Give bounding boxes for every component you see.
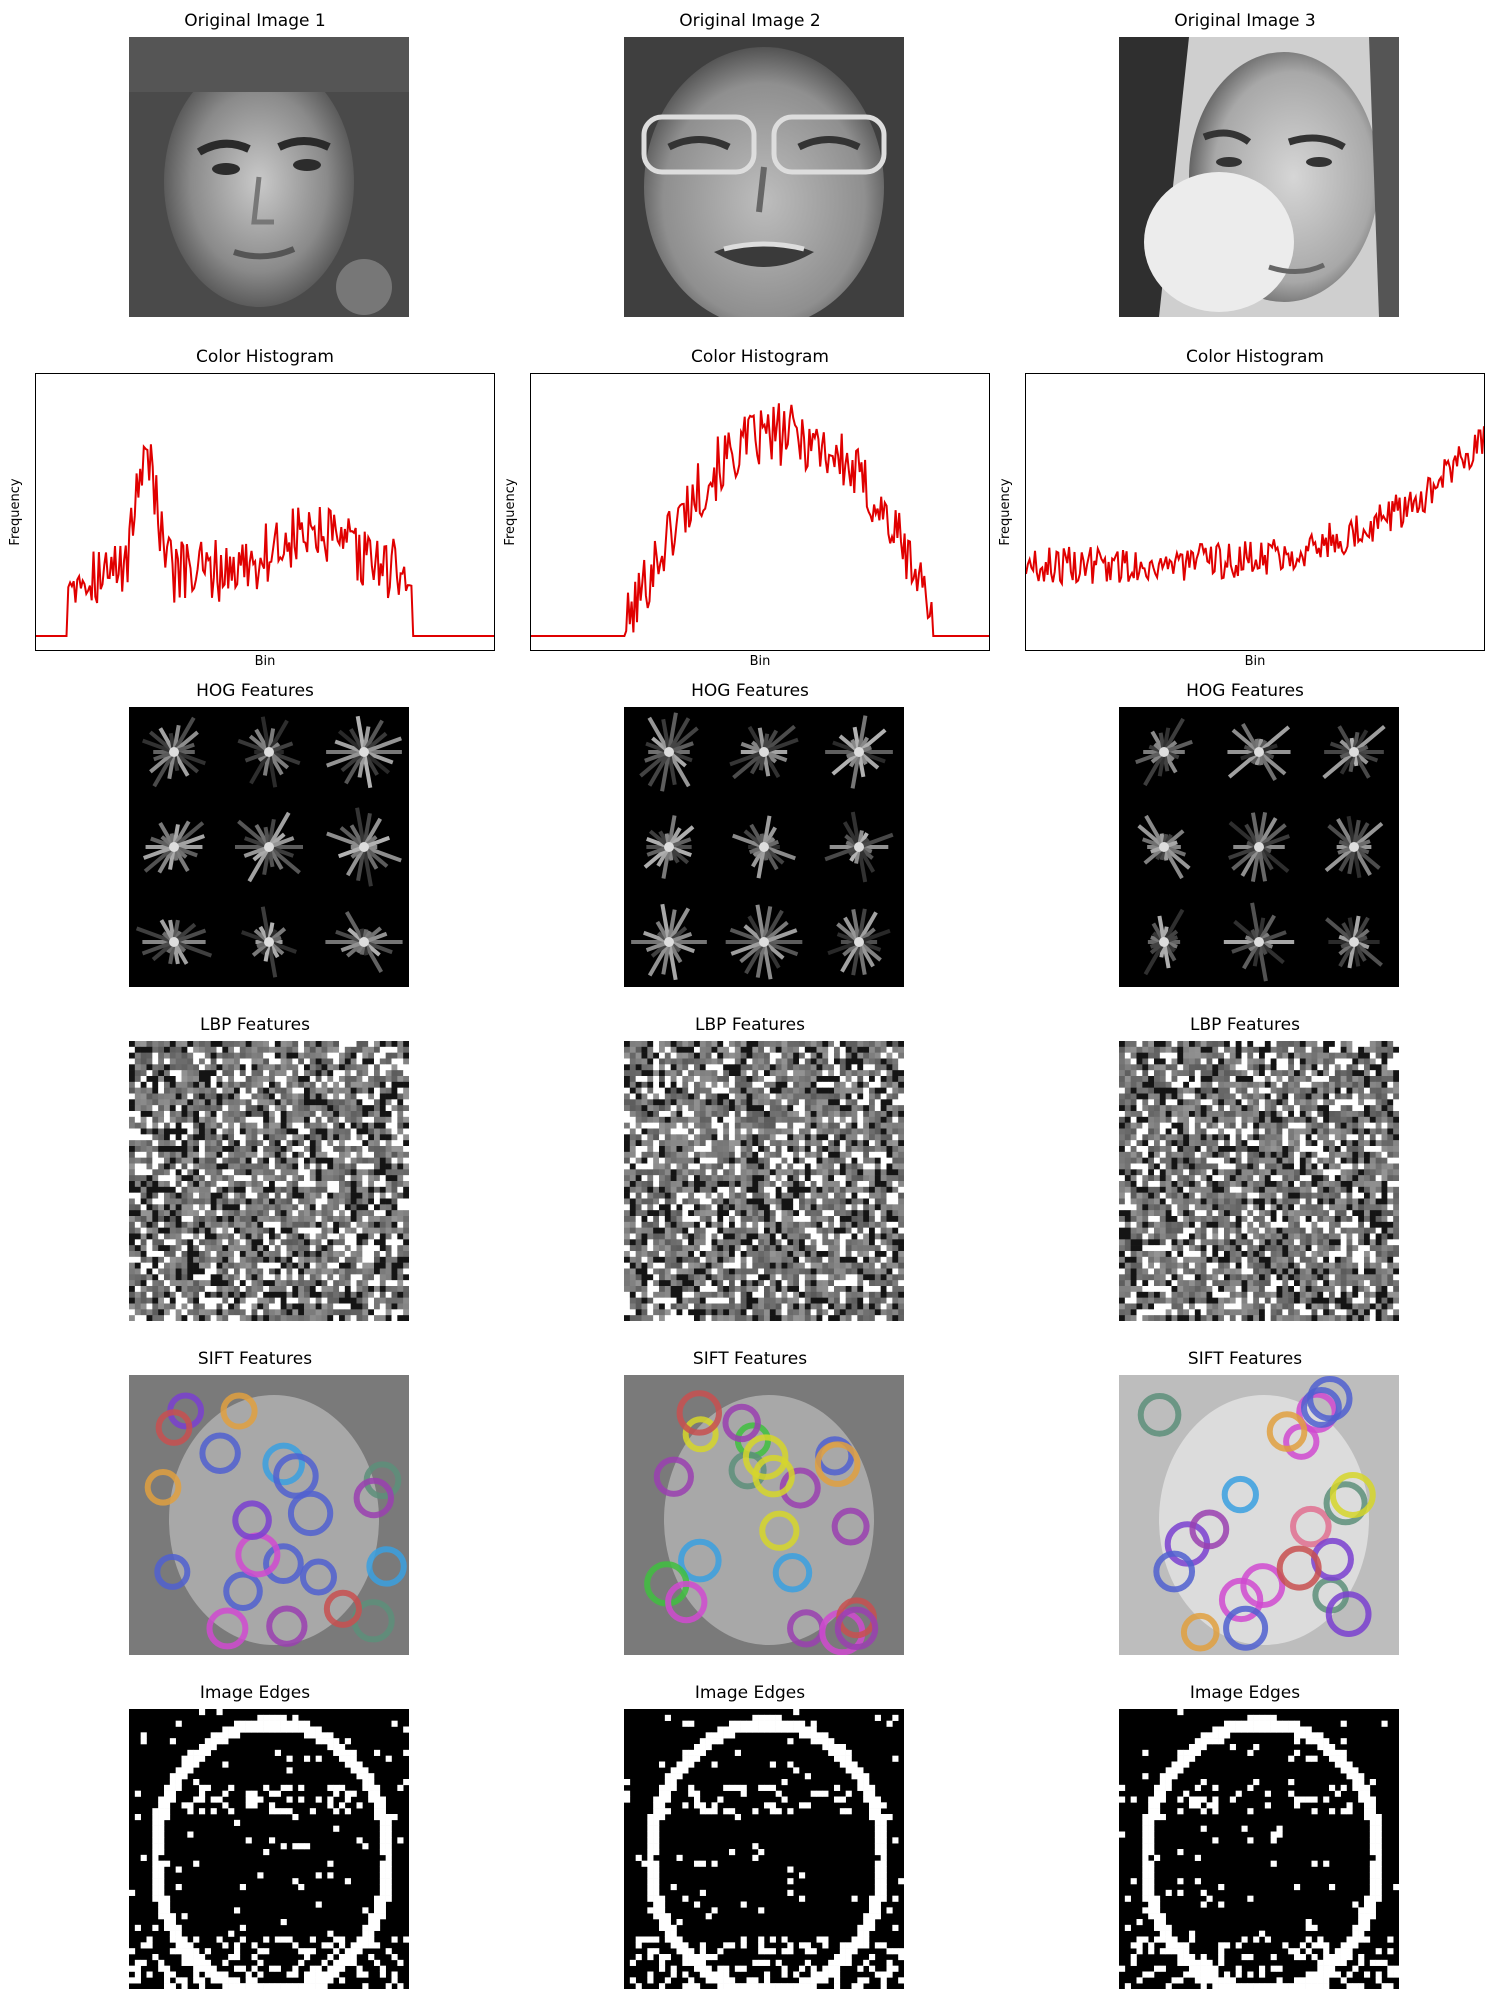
panel-title: LBP Features [500,1014,1000,1036]
panel-title: HOG Features [5,680,505,702]
panel-edges-2: Image Edges [500,1672,1000,2006]
row-lbp-features: LBP Features LBP Features LBP Features [0,1004,1500,1338]
panel-title: Original Image 1 [5,10,505,32]
histogram-plot [530,373,990,651]
sift-feature-image [129,1375,409,1655]
panel-lbp-1: LBP Features [5,1004,505,1338]
original-face-image [1119,37,1399,317]
panel-lbp-3: LBP Features [995,1004,1495,1338]
row-hog-features: HOG Features HOG Features HOG Features [0,670,1500,1004]
panel-title: SIFT Features [500,1348,1000,1370]
sift-feature-image [624,1375,904,1655]
panel-title: Original Image 3 [995,10,1495,32]
edges-image [129,1709,409,1989]
row-color-histograms: Color Histogram Frequency Bin Color Hist… [0,336,1500,670]
histogram-series-line [531,403,989,636]
lbp-feature-image [624,1041,904,1321]
row-sift-features: SIFT Features SIFT Features SIFT Feature… [0,1338,1500,1672]
panel-histogram-2: Color Histogram Frequency Bin [495,336,995,670]
panel-lbp-2: LBP Features [500,1004,1000,1338]
panel-histogram-3: Color Histogram Frequency Bin [990,336,1490,670]
panel-title: Image Edges [995,1682,1495,1704]
hog-feature-image [1119,707,1399,987]
panel-title: Image Edges [5,1682,505,1704]
histogram-series-line [1026,426,1484,584]
sift-feature-image [1119,1375,1399,1655]
panel-title: Color Histogram [15,346,515,368]
lbp-feature-image [129,1041,409,1321]
x-axis-label: Bin [530,654,990,669]
hog-feature-image [624,707,904,987]
panel-edges-3: Image Edges [995,1672,1495,2006]
y-axis-label: Frequency [8,478,23,545]
histogram-plot [35,373,495,651]
panel-histogram-1: Color Histogram Frequency Bin [0,336,500,670]
panel-title: HOG Features [500,680,1000,702]
histogram-svg [1026,374,1484,650]
histogram-series-line [36,444,494,636]
panel-sift-3: SIFT Features [995,1338,1495,1672]
panel-title: Image Edges [500,1682,1000,1704]
panel-title: LBP Features [995,1014,1495,1036]
panel-title: SIFT Features [5,1348,505,1370]
y-axis-label: Frequency [503,478,518,545]
row-image-edges: Image Edges Image Edges Image Edges [0,1672,1500,2006]
original-face-image [129,37,409,317]
panel-hog-1: HOG Features [5,670,505,1004]
histogram-svg [36,374,494,650]
y-axis-label: Frequency [998,478,1013,545]
panel-title: SIFT Features [995,1348,1495,1370]
panel-sift-2: SIFT Features [500,1338,1000,1672]
panel-title: LBP Features [5,1014,505,1036]
hog-feature-image [129,707,409,987]
panel-sift-1: SIFT Features [5,1338,505,1672]
panel-original-2: Original Image 2 [500,0,1000,334]
panel-title: HOG Features [995,680,1495,702]
x-axis-label: Bin [35,654,495,669]
edges-image [624,1709,904,1989]
histogram-plot [1025,373,1485,651]
panel-title: Original Image 2 [500,10,1000,32]
original-face-image [624,37,904,317]
edges-image [1119,1709,1399,1989]
panel-hog-2: HOG Features [500,670,1000,1004]
row-original-images: Original Image 1 [0,0,1500,334]
panel-original-3: Original Image 3 [995,0,1495,334]
panel-edges-1: Image Edges [5,1672,505,2006]
panel-original-1: Original Image 1 [5,0,505,334]
lbp-feature-image [1119,1041,1399,1321]
histogram-svg [531,374,989,650]
panel-hog-3: HOG Features [995,670,1495,1004]
x-axis-label: Bin [1025,654,1485,669]
panel-title: Color Histogram [510,346,1010,368]
panel-title: Color Histogram [1005,346,1500,368]
